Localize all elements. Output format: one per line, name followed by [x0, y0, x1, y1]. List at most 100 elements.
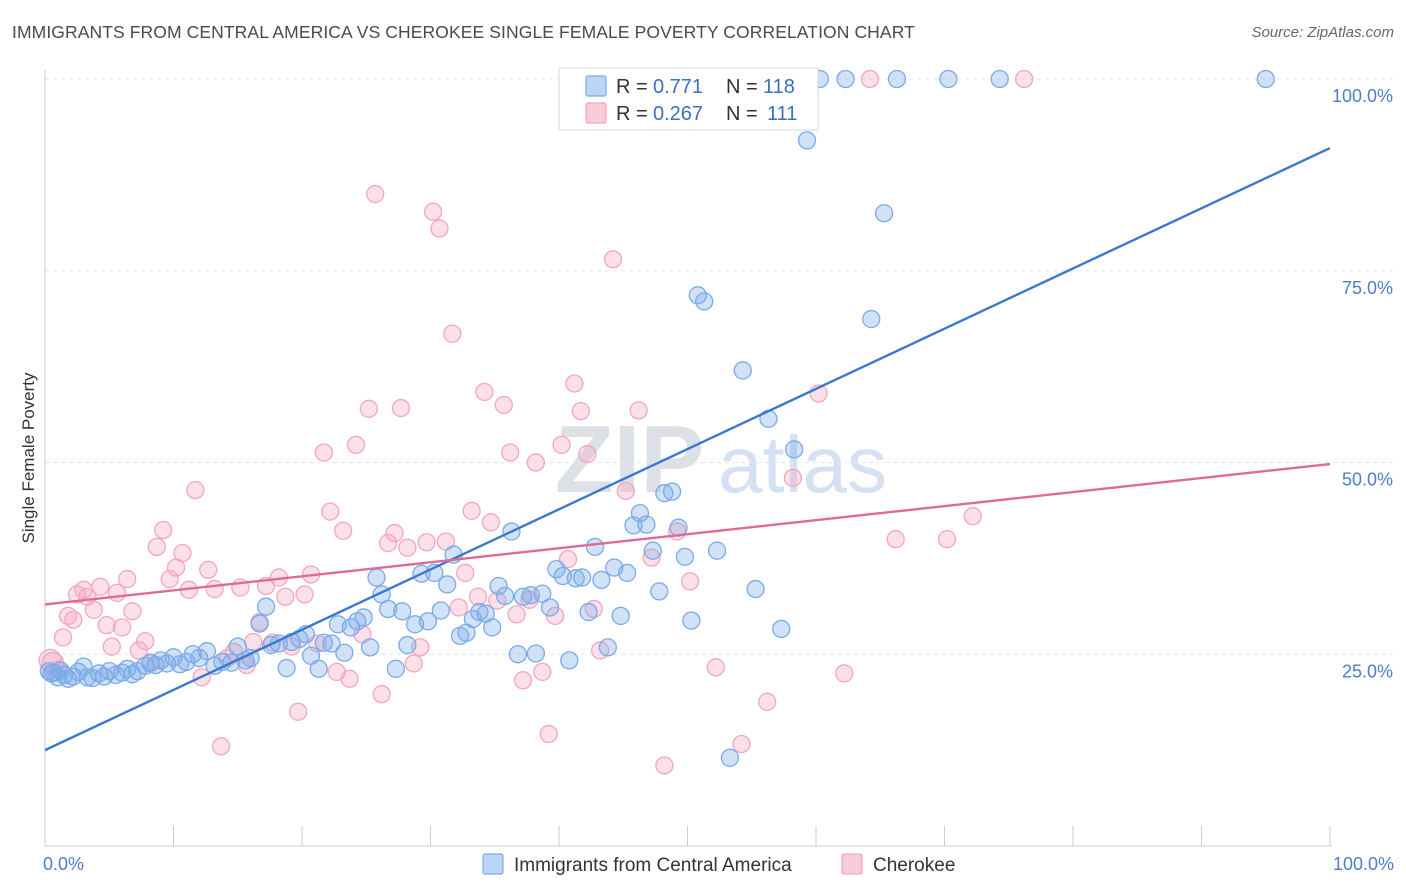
legend-swatch-blue [585, 75, 607, 97]
cherokee-point-69 [462, 501, 481, 520]
central-america-point-96 [630, 503, 650, 523]
cherokee-point-56 [378, 533, 398, 553]
cherokee-point-91 [616, 481, 635, 501]
legend-r-label-pink: R = [616, 103, 648, 125]
chart-source: Source: ZipAtlas.com [1251, 24, 1394, 41]
cherokee-point-77 [513, 671, 533, 690]
central-america-point-80 [526, 644, 546, 663]
cherokee-point-71 [475, 382, 494, 402]
series-cherokee-points [38, 69, 1034, 775]
cherokee-point-3 [53, 628, 73, 647]
central-america-point-113 [785, 440, 804, 459]
legend-r-value-pink: 0.267 [653, 103, 703, 125]
y-axis-label: Single Female Poverty [19, 372, 38, 544]
cherokee-point-81 [539, 724, 558, 744]
cherokee-point-74 [494, 395, 513, 415]
cherokee-point-100 [783, 468, 803, 487]
legend-n-value-blue: 118 [763, 76, 795, 98]
trend-lines [44, 146, 1331, 752]
cherokee-point-30 [211, 737, 231, 756]
cherokee-point-54 [366, 184, 385, 204]
cherokee-point-80 [533, 662, 552, 682]
central-america-point-118 [874, 204, 894, 223]
legend-swatch-pink [585, 102, 607, 124]
cherokee-point-35 [244, 632, 263, 652]
watermark-atlas: atlas [718, 420, 887, 509]
axes [44, 70, 1332, 847]
central-america-point-83 [547, 559, 566, 579]
cherokee-point-53 [359, 399, 378, 418]
cherokee-point-96 [680, 572, 700, 591]
central-america-point-89 [585, 537, 605, 557]
cherokee-point-24 [173, 543, 192, 563]
cherokee-point-26 [186, 480, 205, 500]
cherokee-point-51 [346, 435, 366, 455]
cherokee-point-10 [91, 577, 110, 596]
central-america-point-98 [643, 541, 662, 560]
central-america-point-47 [314, 633, 333, 652]
central-america-point-104 [682, 611, 701, 630]
cherokee-point-85 [565, 374, 584, 393]
cherokee-point-93 [642, 548, 661, 567]
central-america-point-107 [707, 541, 727, 560]
central-america-point-59 [393, 602, 412, 621]
central-america-point-73 [483, 618, 502, 637]
trend-line-central-america [44, 146, 1331, 752]
cherokee-point-66 [443, 324, 462, 343]
cherokee-point-84 [558, 549, 578, 569]
central-america-point-38 [256, 597, 276, 616]
cherokee-point-107 [1015, 69, 1034, 89]
legend-top: R = 0.771 N = 118 R = 0.267 N = 111 [558, 67, 819, 131]
central-america-point-79 [521, 586, 540, 605]
cherokee-point-49 [333, 521, 353, 540]
central-america-point-53 [354, 608, 373, 627]
cherokee-point-70 [468, 587, 488, 606]
cherokee-point-46 [314, 443, 333, 462]
x-ticks [44, 826, 1331, 846]
cherokee-point-63 [423, 202, 443, 221]
cherokee-point-11 [97, 615, 116, 635]
central-america-point-106 [695, 292, 714, 311]
central-america-point-75 [495, 586, 515, 606]
central-america-point-108 [720, 748, 740, 767]
central-america-point-100 [655, 484, 674, 503]
central-america-point-58 [386, 659, 405, 678]
bottom-legend-swatch-blue [482, 853, 504, 875]
cherokee-point-40 [276, 587, 295, 606]
central-america-point-37 [250, 614, 269, 633]
cherokee-point-75 [501, 443, 520, 462]
central-america-point-65 [431, 601, 450, 620]
central-america-point-114 [797, 131, 817, 150]
cherokee-point-60 [404, 654, 423, 673]
cherokee-point-99 [758, 692, 777, 711]
cherokee-point-12 [102, 637, 121, 656]
central-america-point-50 [335, 643, 354, 662]
legend-r-value-blue: 0.771 [653, 76, 703, 98]
central-america-point-74 [489, 576, 508, 596]
cherokee-point-103 [860, 69, 880, 89]
cherokee-point-57 [385, 523, 404, 543]
central-america-point-48 [322, 634, 341, 653]
cherokee-point-18 [136, 632, 155, 651]
central-america-point-57 [378, 599, 398, 619]
central-america-point-81 [533, 584, 552, 603]
central-america-point-101 [662, 482, 682, 501]
central-america-point-86 [566, 569, 585, 588]
cherokee-point-104 [886, 530, 905, 549]
y-tick-label-0: 25.0% [1342, 661, 1393, 681]
x-tick-label-start: 0.0% [43, 854, 84, 874]
legend-r-label-blue: R = [616, 76, 648, 98]
central-america-point-87 [572, 568, 592, 587]
cherokee-point-58 [391, 398, 411, 418]
cherokee-point-17 [129, 641, 148, 660]
cherokee-point-86 [571, 401, 590, 421]
cherokee-point-16 [123, 602, 142, 621]
central-america-point-120 [939, 69, 958, 89]
central-america-point-77 [508, 645, 528, 664]
bottom-legend-label-blue: Immigrants from Central America [514, 855, 792, 876]
cherokee-point-92 [629, 401, 648, 420]
central-america-point-103 [675, 547, 695, 566]
legend-bottom: Immigrants from Central America Cherokee [482, 853, 955, 876]
x-tick-label-end: 100.0% [1333, 854, 1394, 874]
central-america-point-34 [228, 637, 247, 656]
